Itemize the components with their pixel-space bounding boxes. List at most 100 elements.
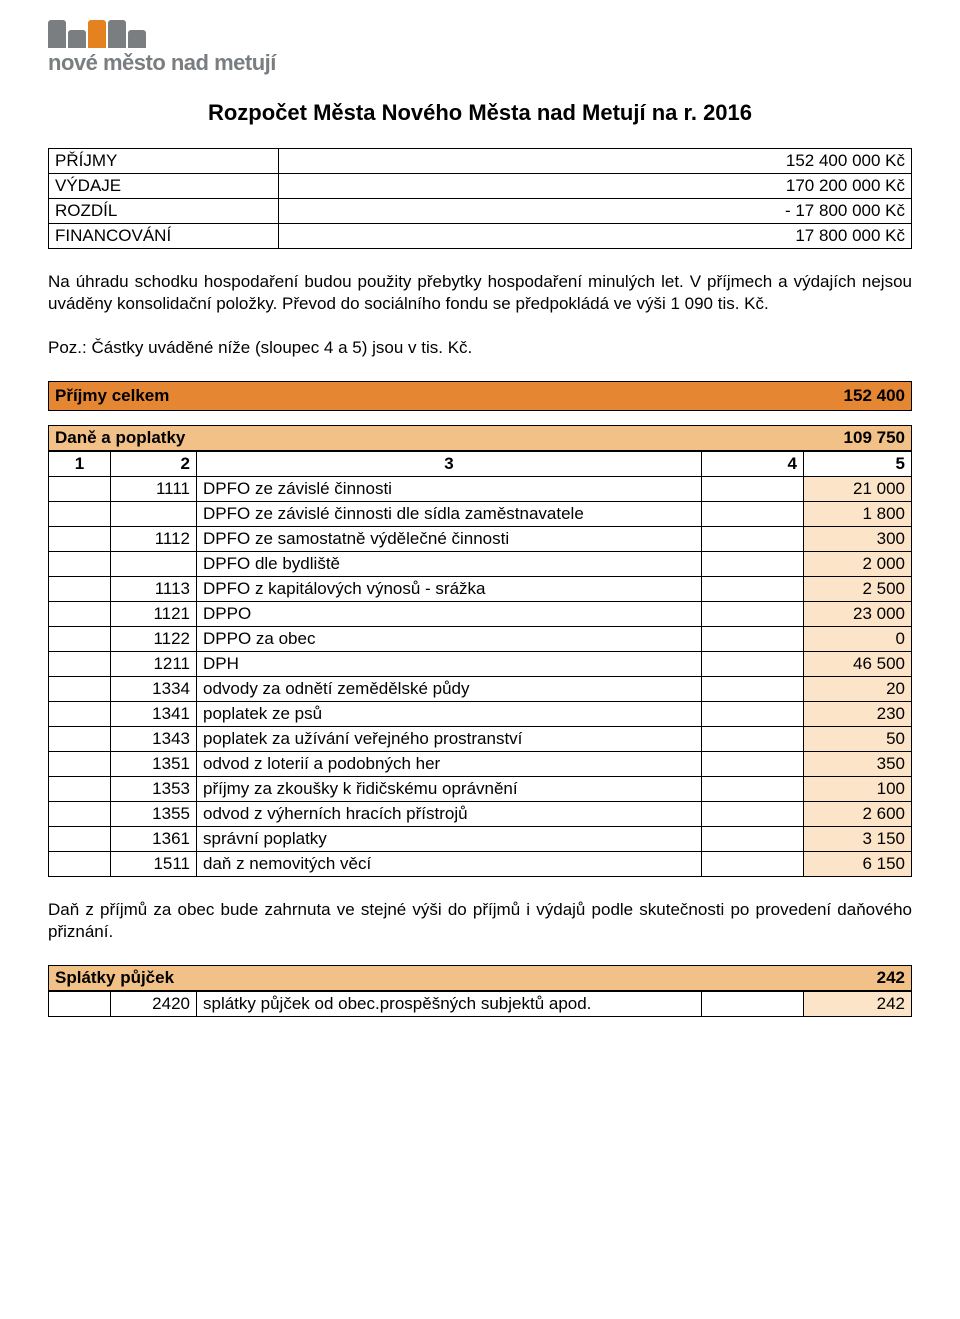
table-cell [702,477,804,502]
table-row: DPFO ze závislé činnosti dle sídla zaměs… [49,502,912,527]
logo-bar [128,30,146,48]
table-header-cell: 4 [702,452,804,477]
summary-value: - 17 800 000 Kč [279,199,912,224]
table-row: 1121DPPO23 000 [49,602,912,627]
table-cell: DPFO dle bydliště [197,552,702,577]
table-cell: 3 150 [804,827,912,852]
table-cell [49,552,111,577]
taxes-note-paragraph: Daň z příjmů za obec bude zahrnuta ve st… [48,899,912,943]
table-cell [49,627,111,652]
table-cell: 1112 [111,527,197,552]
section-value: 242 [877,968,905,988]
table-cell [49,577,111,602]
table-cell: splátky půjček od obec.prospěšných subje… [197,992,702,1017]
table-row: 1351odvod z loterií a podobných her350 [49,752,912,777]
table-cell: 50 [804,727,912,752]
table-cell [702,527,804,552]
income-total-label: Příjmy celkem [55,386,169,406]
table-row: 1113DPFO z kapitálových výnosů - srážka2… [49,577,912,602]
table-cell: 20 [804,677,912,702]
table-cell [111,502,197,527]
taxes-table: 123451111DPFO ze závislé činnosti21 000D… [48,451,912,877]
logo-text: nové město nad metují [48,50,912,76]
table-cell: 230 [804,702,912,727]
table-cell: DPPO [197,602,702,627]
table-row: 1343poplatek za užívání veřejného prostr… [49,727,912,752]
table-header-row: 12345 [49,452,912,477]
table-cell [702,602,804,627]
income-total-value: 152 400 [844,386,905,406]
section-bar-taxes: Daně a poplatky 109 750 [48,425,912,451]
logo-bar [88,20,106,48]
table-row: 1511daň z nemovitých věcí 6 150 [49,852,912,877]
table-cell: 1121 [111,602,197,627]
table-cell [49,702,111,727]
table-cell [702,577,804,602]
table-header-cell: 1 [49,452,111,477]
table-cell: 1355 [111,802,197,827]
table-cell: DPFO ze závislé činnosti dle sídla zaměs… [197,502,702,527]
table-cell: DPH [197,652,702,677]
table-cell: 6 150 [804,852,912,877]
summary-label: PŘÍJMY [49,149,279,174]
table-cell: 1 800 [804,502,912,527]
page: nové město nad metují Rozpočet Města Nov… [0,0,960,1057]
table-cell: odvod z loterií a podobných her [197,752,702,777]
table-cell: poplatek za užívání veřejného prostranst… [197,727,702,752]
table-cell [49,727,111,752]
summary-label: VÝDAJE [49,174,279,199]
table-cell [702,777,804,802]
table-header-cell: 5 [804,452,912,477]
table-row: 1353příjmy za zkoušky k řidičskému opráv… [49,777,912,802]
table-cell [49,802,111,827]
summary-value: 17 800 000 Kč [279,224,912,249]
table-cell: DPFO ze závislé činnosti [197,477,702,502]
intro-paragraph-1: Na úhradu schodku hospodaření budou použ… [48,271,912,315]
table-cell: 1351 [111,752,197,777]
table-row: 1334odvody za odnětí zemědělské půdy20 [49,677,912,702]
logo-bar [68,30,86,48]
table-cell [702,852,804,877]
section-value: 109 750 [844,428,905,448]
table-cell: 1361 [111,827,197,852]
table-cell: odvody za odnětí zemědělské půdy [197,677,702,702]
summary-label: FINANCOVÁNÍ [49,224,279,249]
table-cell: správní poplatky [197,827,702,852]
summary-value: 152 400 000 Kč [279,149,912,174]
table-cell: 1353 [111,777,197,802]
section-bar-loans: Splátky půjček 242 [48,965,912,991]
table-cell: daň z nemovitých věcí [197,852,702,877]
table-cell: 1113 [111,577,197,602]
table-cell [49,502,111,527]
table-cell: odvod z výherních hracích přístrojů [197,802,702,827]
table-row: 1112DPFO ze samostatně výdělečné činnost… [49,527,912,552]
table-cell [702,752,804,777]
intro-paragraph-2: Poz.: Částky uváděné níže (sloupec 4 a 5… [48,337,912,359]
table-cell [49,677,111,702]
table-cell [49,827,111,852]
table-cell [702,992,804,1017]
table-cell: 1511 [111,852,197,877]
table-cell: DPFO ze samostatně výdělečné činnosti [197,527,702,552]
table-cell [49,527,111,552]
table-row: 1211DPH46 500 [49,652,912,677]
table-header-cell: 2 [111,452,197,477]
table-cell [702,827,804,852]
table-cell: 2 500 [804,577,912,602]
table-cell [702,627,804,652]
table-cell [49,602,111,627]
table-header-cell: 3 [197,452,702,477]
table-cell: poplatek ze psů [197,702,702,727]
table-cell: 1111 [111,477,197,502]
table-row: 1361správní poplatky 3 150 [49,827,912,852]
table-cell: 2 600 [804,802,912,827]
summary-row: VÝDAJE170 200 000 Kč [49,174,912,199]
table-cell: 21 000 [804,477,912,502]
section-label: Daně a poplatky [55,428,185,448]
summary-label: ROZDÍL [49,199,279,224]
table-cell: 1343 [111,727,197,752]
table-cell [702,502,804,527]
table-row: 1355odvod z výherních hracích přístrojů 2… [49,802,912,827]
table-cell: 2420 [111,992,197,1017]
table-cell [49,992,111,1017]
